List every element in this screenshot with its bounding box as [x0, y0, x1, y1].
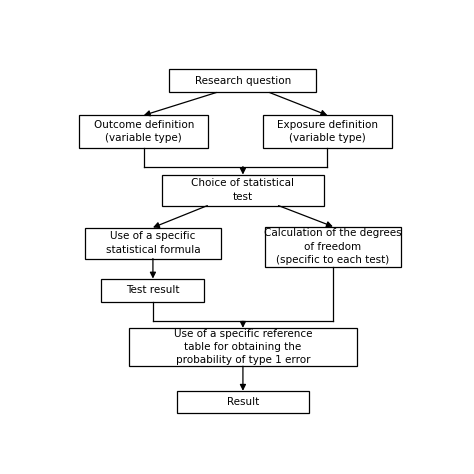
- Text: Use of a specific
statistical formula: Use of a specific statistical formula: [106, 231, 200, 255]
- Text: Use of a specific reference
table for obtaining the
probability of type 1 error: Use of a specific reference table for ob…: [173, 329, 312, 365]
- Text: Result: Result: [227, 397, 259, 407]
- FancyBboxPatch shape: [263, 115, 392, 148]
- Text: Calculation of the degrees
of freedom
(specific to each test): Calculation of the degrees of freedom (s…: [264, 228, 402, 265]
- Text: Exposure definition
(variable type): Exposure definition (variable type): [277, 120, 378, 143]
- Text: Choice of statistical
test: Choice of statistical test: [191, 179, 294, 202]
- Text: Test result: Test result: [126, 285, 180, 295]
- FancyBboxPatch shape: [80, 115, 208, 148]
- FancyBboxPatch shape: [265, 227, 401, 267]
- FancyBboxPatch shape: [129, 328, 357, 366]
- FancyBboxPatch shape: [85, 228, 221, 258]
- FancyBboxPatch shape: [169, 69, 316, 92]
- FancyBboxPatch shape: [177, 391, 309, 413]
- FancyBboxPatch shape: [101, 279, 204, 302]
- FancyBboxPatch shape: [162, 174, 324, 206]
- Text: Research question: Research question: [195, 76, 291, 86]
- Text: Outcome definition
(variable type): Outcome definition (variable type): [93, 120, 194, 143]
